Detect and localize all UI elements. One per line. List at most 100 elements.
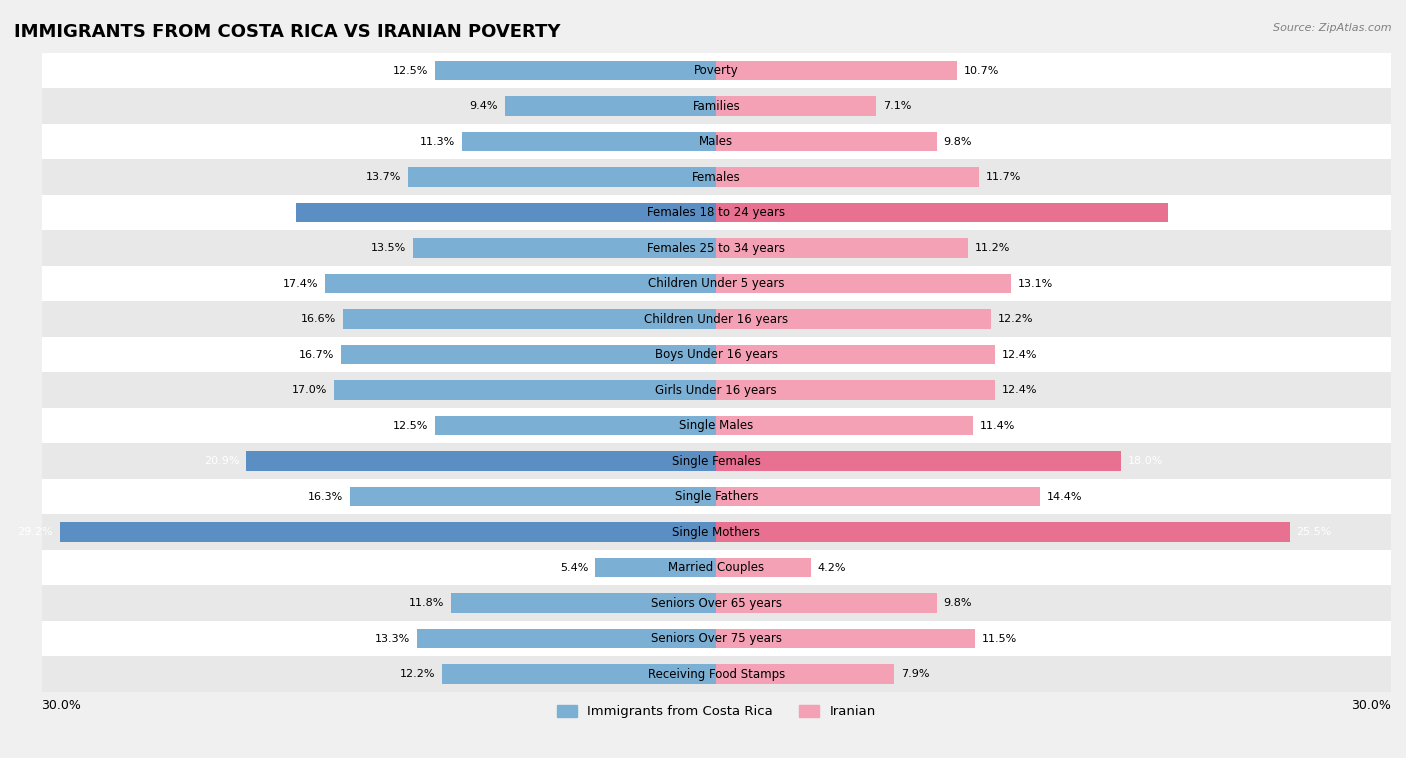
Text: 7.9%: 7.9% — [901, 669, 929, 679]
Text: 13.5%: 13.5% — [371, 243, 406, 253]
Text: 13.1%: 13.1% — [1018, 279, 1053, 289]
Text: Boys Under 16 years: Boys Under 16 years — [655, 348, 778, 361]
Bar — [716, 558, 811, 578]
Text: 13.3%: 13.3% — [375, 634, 411, 644]
Bar — [716, 664, 894, 684]
Text: Girls Under 16 years: Girls Under 16 years — [655, 384, 778, 396]
Bar — [418, 629, 716, 648]
Bar — [42, 89, 1391, 124]
Text: Single Mothers: Single Mothers — [672, 525, 761, 539]
Text: 16.3%: 16.3% — [308, 492, 343, 502]
Text: 30.0%: 30.0% — [1351, 699, 1391, 712]
Bar — [295, 203, 716, 222]
Bar — [42, 585, 1391, 621]
Text: Source: ZipAtlas.com: Source: ZipAtlas.com — [1274, 23, 1392, 33]
Text: 7.1%: 7.1% — [883, 101, 911, 111]
Text: 4.2%: 4.2% — [817, 562, 846, 572]
Text: 18.7%: 18.7% — [253, 208, 290, 218]
Text: 12.4%: 12.4% — [1002, 385, 1038, 395]
Text: Poverty: Poverty — [695, 64, 738, 77]
Bar — [42, 656, 1391, 692]
Bar — [42, 159, 1391, 195]
Bar — [42, 443, 1391, 479]
Text: 9.8%: 9.8% — [943, 136, 972, 146]
Text: Females 18 to 24 years: Females 18 to 24 years — [647, 206, 786, 219]
Legend: Immigrants from Costa Rica, Iranian: Immigrants from Costa Rica, Iranian — [551, 700, 882, 724]
Text: 12.5%: 12.5% — [394, 66, 429, 76]
Text: 9.8%: 9.8% — [943, 598, 972, 608]
Text: Seniors Over 65 years: Seniors Over 65 years — [651, 597, 782, 609]
Bar — [42, 515, 1391, 550]
Text: 29.2%: 29.2% — [17, 527, 53, 537]
Text: 18.0%: 18.0% — [1128, 456, 1163, 466]
Bar — [716, 522, 1289, 542]
Text: 20.9%: 20.9% — [204, 456, 239, 466]
Bar — [340, 345, 716, 365]
Text: Females 25 to 34 years: Females 25 to 34 years — [647, 242, 786, 255]
Bar — [42, 621, 1391, 656]
Text: 17.0%: 17.0% — [292, 385, 328, 395]
Bar — [505, 96, 716, 116]
Text: 30.0%: 30.0% — [42, 699, 82, 712]
Bar — [42, 550, 1391, 585]
Text: 12.2%: 12.2% — [399, 669, 434, 679]
Text: 25.5%: 25.5% — [1296, 527, 1331, 537]
Text: 12.2%: 12.2% — [997, 314, 1033, 324]
Text: 11.7%: 11.7% — [986, 172, 1022, 182]
Text: 11.3%: 11.3% — [420, 136, 456, 146]
Bar — [716, 487, 1040, 506]
Text: Males: Males — [699, 135, 734, 148]
Text: Married Couples: Married Couples — [668, 561, 765, 574]
Bar — [716, 238, 969, 258]
Bar — [716, 381, 995, 400]
Text: Single Fathers: Single Fathers — [675, 490, 758, 503]
Text: Families: Families — [692, 99, 740, 113]
Bar — [408, 168, 716, 187]
Bar — [716, 203, 1168, 222]
Bar — [716, 629, 974, 648]
Bar — [412, 238, 716, 258]
Bar — [716, 132, 936, 152]
Text: Females: Females — [692, 171, 741, 183]
Bar — [343, 309, 716, 329]
Text: Single Males: Single Males — [679, 419, 754, 432]
Bar — [716, 61, 957, 80]
Text: IMMIGRANTS FROM COSTA RICA VS IRANIAN POVERTY: IMMIGRANTS FROM COSTA RICA VS IRANIAN PO… — [14, 23, 561, 41]
Bar — [350, 487, 716, 506]
Text: 11.8%: 11.8% — [409, 598, 444, 608]
Text: 5.4%: 5.4% — [560, 562, 588, 572]
Bar — [716, 451, 1121, 471]
Bar — [42, 337, 1391, 372]
Bar — [716, 96, 876, 116]
Text: Receiving Food Stamps: Receiving Food Stamps — [648, 668, 785, 681]
Bar — [59, 522, 716, 542]
Text: 9.4%: 9.4% — [470, 101, 498, 111]
Bar — [716, 594, 936, 613]
Text: Seniors Over 75 years: Seniors Over 75 years — [651, 632, 782, 645]
Bar — [716, 168, 980, 187]
Text: 12.5%: 12.5% — [394, 421, 429, 431]
Bar — [42, 266, 1391, 302]
Bar — [42, 372, 1391, 408]
Bar — [595, 558, 716, 578]
Bar — [716, 416, 973, 435]
Bar — [335, 381, 716, 400]
Bar — [42, 124, 1391, 159]
Bar — [434, 61, 716, 80]
Bar — [434, 416, 716, 435]
Bar — [463, 132, 716, 152]
Bar — [42, 408, 1391, 443]
Text: 12.4%: 12.4% — [1002, 349, 1038, 359]
Text: Single Females: Single Females — [672, 455, 761, 468]
Text: 11.2%: 11.2% — [974, 243, 1011, 253]
Text: Children Under 16 years: Children Under 16 years — [644, 312, 789, 326]
Bar — [451, 594, 716, 613]
Bar — [42, 230, 1391, 266]
Bar — [716, 345, 995, 365]
Text: 11.5%: 11.5% — [981, 634, 1017, 644]
Text: 14.4%: 14.4% — [1047, 492, 1083, 502]
Bar — [42, 302, 1391, 337]
Text: 13.7%: 13.7% — [366, 172, 401, 182]
Text: 10.7%: 10.7% — [963, 66, 1000, 76]
Bar — [42, 53, 1391, 89]
